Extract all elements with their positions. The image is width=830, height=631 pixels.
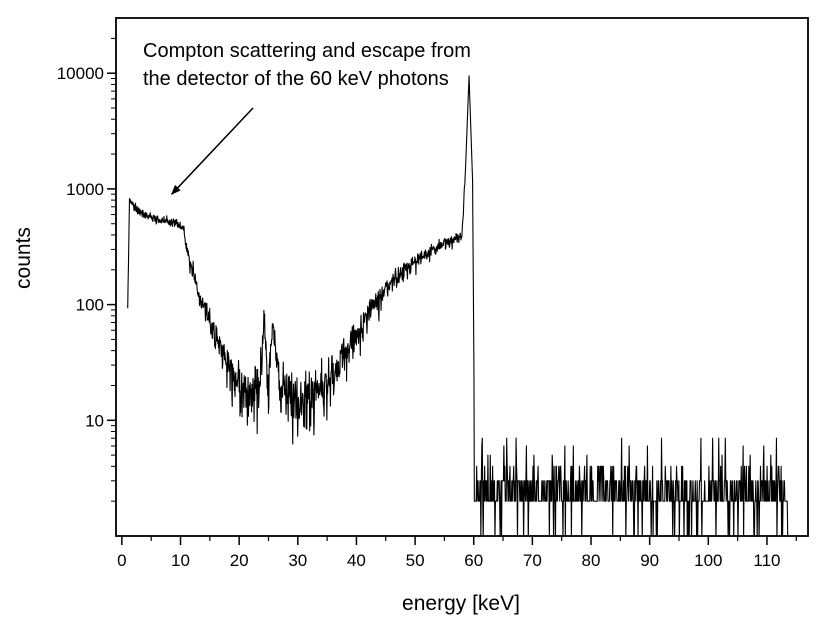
y-tick-label: 10 <box>85 411 104 430</box>
y-tick-label: 1000 <box>66 180 104 199</box>
x-tick-label: 110 <box>753 551 780 570</box>
x-axis-title: energy [keV] <box>402 592 520 615</box>
y-axis-title: counts <box>12 227 35 289</box>
x-tick-label: 90 <box>640 551 659 570</box>
x-tick-label: 100 <box>694 551 722 570</box>
y-tick-label: 100 <box>76 296 104 315</box>
x-tick-label: 60 <box>464 551 483 570</box>
x-tick-label: 0 <box>117 551 126 570</box>
x-tick-label: 70 <box>523 551 542 570</box>
annotation-arrow <box>171 107 254 195</box>
x-tick-label: 20 <box>230 551 249 570</box>
x-tick-label: 50 <box>406 551 425 570</box>
series-layer <box>127 75 789 536</box>
x-tick-label: 40 <box>347 551 366 570</box>
annotation-line-1: Compton scattering and escape from <box>143 40 471 62</box>
x-tick-label: 10 <box>171 551 190 570</box>
spectrum-line <box>127 75 789 536</box>
x-tick-label: 80 <box>582 551 601 570</box>
y-tick-label: 10000 <box>57 64 104 83</box>
x-tick-label: 30 <box>288 551 307 570</box>
plot-frame <box>115 17 809 537</box>
axis-ticks: 0 10 20 30 40 50 60 70 80 90 100 110 10 100 1000 10000 <box>57 37 797 570</box>
annotation-line-2: the detector of the 60 keV photons <box>143 68 449 90</box>
